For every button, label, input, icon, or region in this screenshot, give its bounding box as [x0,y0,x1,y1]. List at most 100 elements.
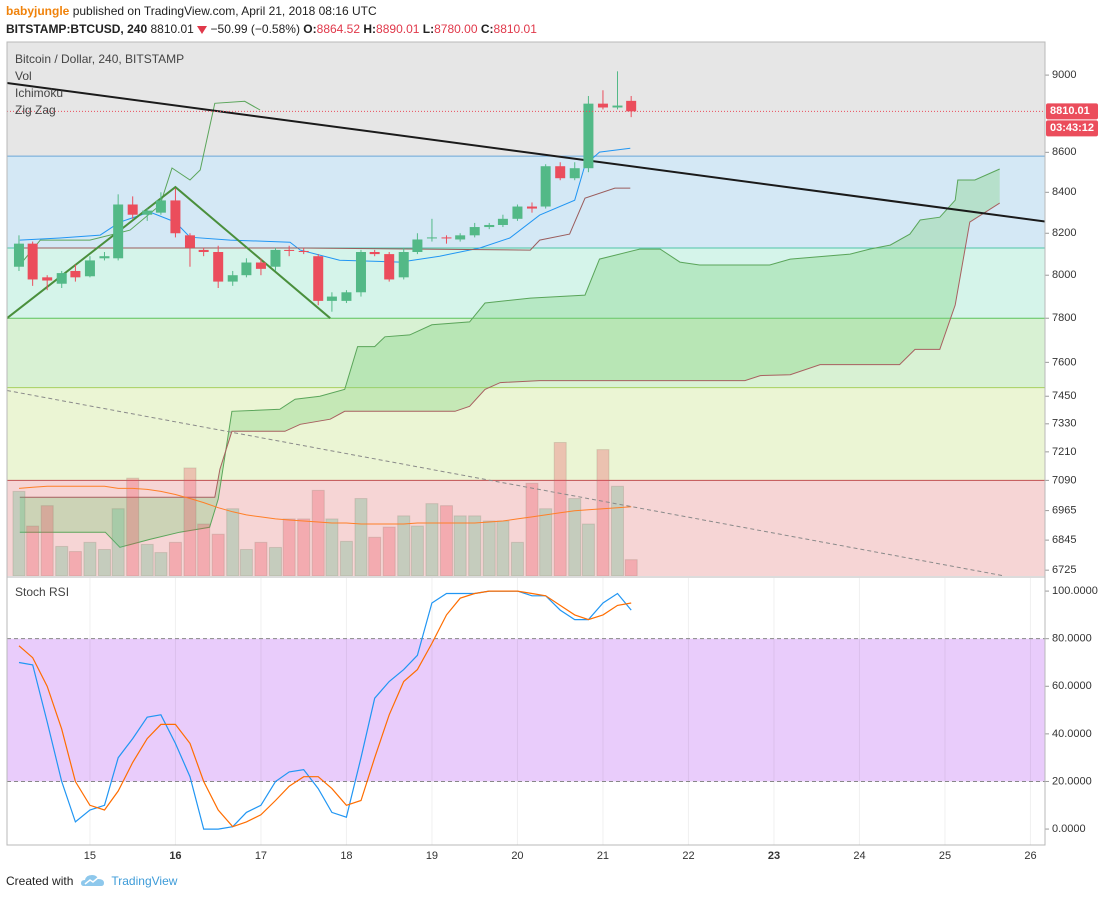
volume-bar [368,536,382,576]
volume-bar [568,498,582,576]
candle-body [84,260,95,277]
close-label: C: [480,22,494,36]
candle-body [426,237,437,239]
high-label: H: [363,22,377,36]
candle-body [270,249,281,267]
stoch-band [7,638,1045,782]
candle-body [512,206,523,219]
candle-body [227,275,238,282]
countdown-label: 03:43:12 [1050,122,1094,134]
x-tick-label: 24 [853,850,865,862]
open-label: O: [303,22,317,36]
volume-bar [439,505,453,576]
volume-bar [154,552,168,576]
y-tick-label: 8400 [1052,186,1076,198]
candle-body [113,204,124,259]
y-tick-label: 40.0000 [1052,728,1092,740]
footer: Created with TradingView [6,874,177,888]
high: 8890.01 [376,22,420,36]
candle-body [70,270,81,278]
candle-body [155,200,166,213]
volume-bar [510,541,524,576]
y-tick-label: 7800 [1052,312,1076,324]
volume-bar [12,490,26,576]
y-tick-label: 7210 [1052,446,1076,458]
y-tick-label: 6725 [1052,564,1076,576]
down-arrow [197,26,208,35]
close: 8810.01 [493,22,537,36]
candle-body [526,206,537,209]
y-tick-label: 8200 [1052,227,1076,239]
volume-bar [83,541,97,576]
low-label: L: [422,22,435,36]
y-tick-label: 8000 [1052,269,1076,281]
candle-body [583,103,594,169]
volume-bar [111,508,125,576]
y-tick-label: 100.0000 [1052,585,1098,597]
x-tick-label: 17 [255,850,267,862]
volume-bar [126,477,140,576]
publish-line: babyjungle published on TradingView.com,… [6,4,377,18]
candle-body [313,256,324,301]
ichimoku-span-b [19,202,1000,498]
indicator-label: Vol [15,69,32,83]
y-tick-label: 80.0000 [1052,633,1092,645]
volume-bar [382,526,396,576]
frame [6,41,1046,846]
candle-body [142,210,153,215]
x-tick-label: 18 [340,850,352,862]
candle-body [384,254,395,280]
candle-body [213,252,224,282]
x-tick-label: 25 [939,850,951,862]
last: 8810.01 [150,22,194,36]
low: 8780.00 [434,22,478,36]
volume-bar [55,545,69,576]
stoch-line [18,590,632,830]
candle-body [612,105,623,108]
candle-body [284,249,295,251]
volume-bar [610,485,624,576]
trend-line [7,390,1005,576]
y-tick-label: 7330 [1052,418,1076,430]
stoch-line [18,590,632,828]
ichimoku-base [19,187,631,251]
candle-body [398,252,409,278]
volume-bar [297,518,311,576]
x-tick-label: 19 [426,850,438,862]
countdown-box [1046,120,1098,137]
volume-bar [183,467,197,576]
candle-body [597,103,608,108]
candle-body [326,296,337,301]
stoch-pane [7,578,1045,845]
indicator-label: Zig Zag [15,103,56,117]
fib-band [7,42,1045,157]
last-price-label: 8810.01 [1050,105,1090,117]
ichimoku-conversion [19,147,631,263]
candle-body [355,252,366,293]
candle-body [455,235,466,240]
candle-body [27,243,38,280]
last-price-box [1046,103,1098,120]
fib-band [7,318,1045,388]
x-tick-label: 16 [169,850,181,862]
volume-bar [268,546,282,576]
volume-bar [525,482,539,576]
volume-bar [453,515,467,576]
candle-body [255,262,266,269]
volume-bar [97,549,111,576]
y-tick-label: 7450 [1052,390,1076,402]
fib-band [7,387,1045,481]
volume-bar [325,518,339,576]
pane-title: Stoch RSI [15,585,69,599]
x-tick-label: 21 [597,850,609,862]
volume-bar [140,543,154,576]
ichimoku-span-a [19,168,1000,548]
chart: 9000 8600 8400 8200 8000 7800 7600 7450 7330 7210… [6,41,1098,862]
candle-body [298,250,309,253]
volume-bar [410,525,424,576]
y-tick-label: 8600 [1052,146,1076,158]
brand[interactable]: TradingView [111,874,178,888]
author[interactable]: babyjungle [6,4,70,18]
volume-bar [168,541,182,576]
